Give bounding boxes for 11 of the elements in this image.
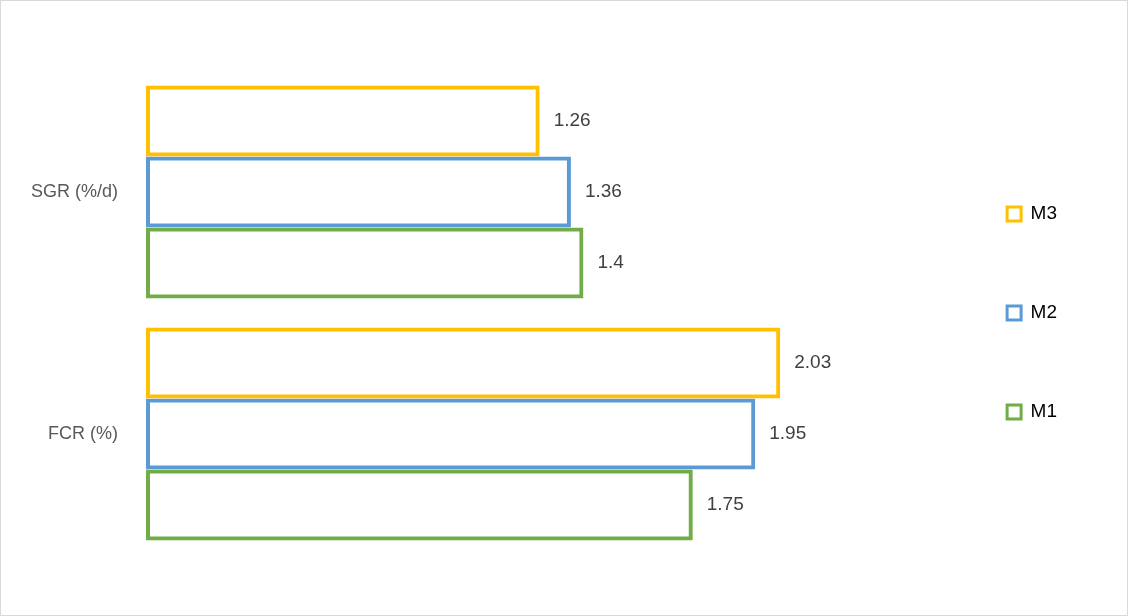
- y-tick-label: SGR (%/d): [31, 180, 119, 201]
- legend-label: M2: [1030, 301, 1058, 323]
- data-label: 1.4: [597, 251, 625, 273]
- data-label: 1.36: [584, 180, 622, 202]
- data-label: 1.26: [553, 109, 591, 131]
- data-label: 2.03: [794, 351, 832, 373]
- data-label: 1.75: [706, 493, 744, 515]
- legend-label: M3: [1030, 202, 1058, 224]
- y-tick-label: FCR (%): [48, 422, 119, 443]
- data-label: 1.95: [769, 422, 807, 444]
- legend-label: M1: [1030, 400, 1058, 422]
